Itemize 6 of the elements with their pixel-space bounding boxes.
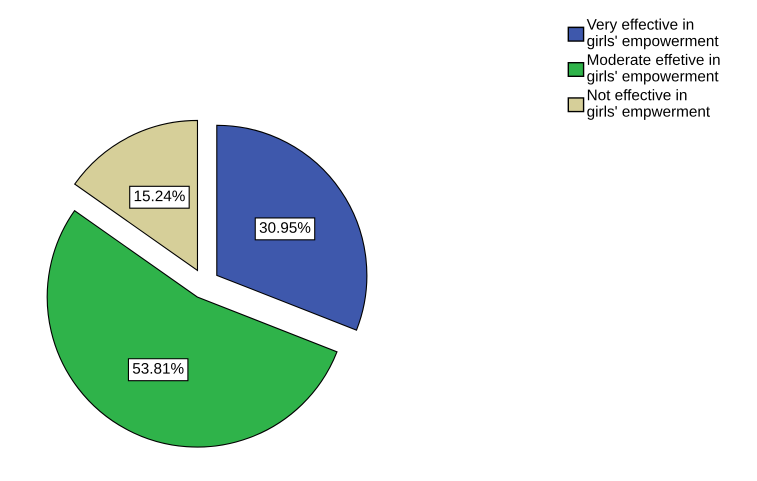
legend-label: Not effective in girls' empwerment (587, 89, 710, 120)
data-label: 53.81% (132, 362, 184, 374)
legend-label: Very effective in girls' empowerment (586, 18, 718, 50)
data-label: 30.95% (260, 222, 310, 233)
data-label: 15.24% (134, 190, 185, 202)
legend-label: Moderate effetive in girls' empowerment (587, 54, 720, 85)
